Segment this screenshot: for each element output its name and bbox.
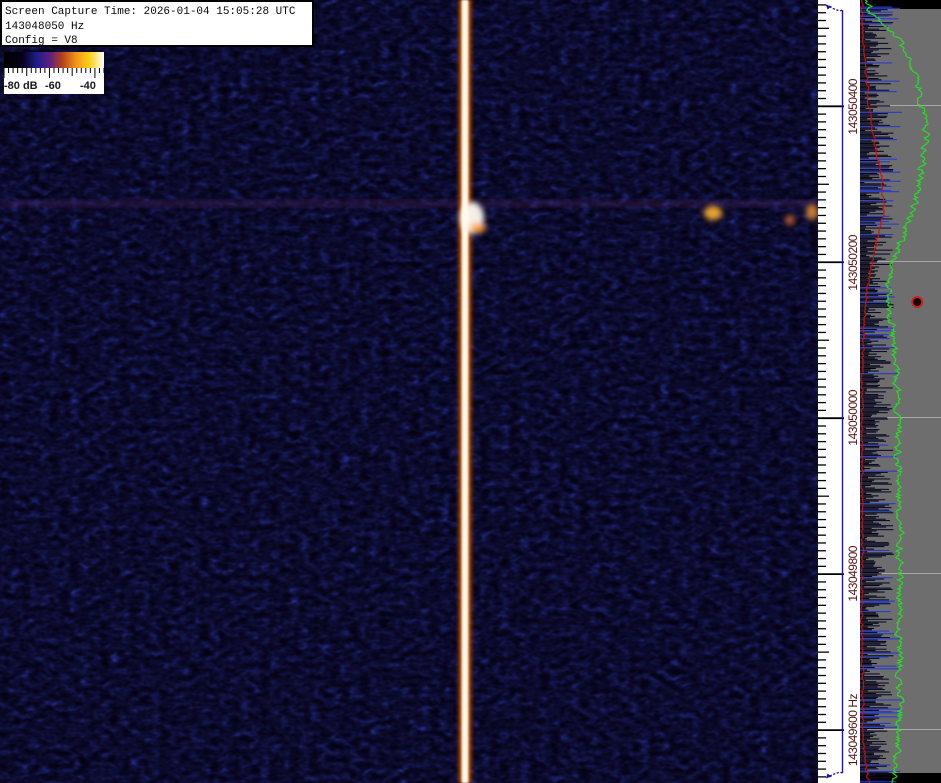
svg-text:-80 dB: -80 dB <box>4 80 38 92</box>
svg-text:-40: -40 <box>80 80 96 92</box>
svg-text:-60: -60 <box>45 80 61 92</box>
